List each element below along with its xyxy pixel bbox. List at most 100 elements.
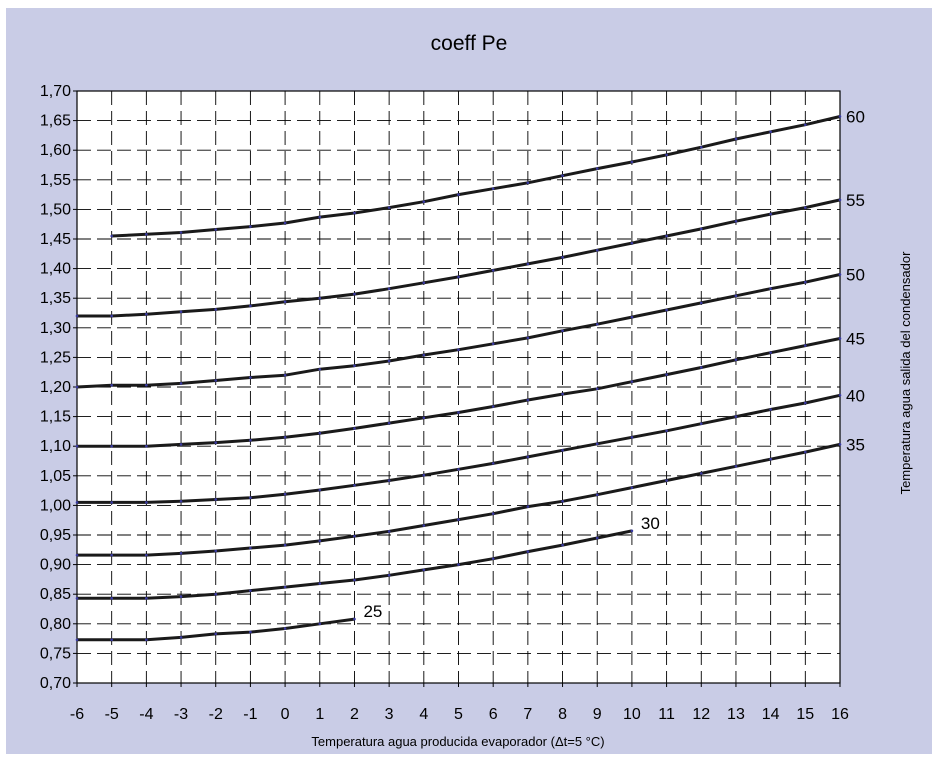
series-point-35 [145,553,148,557]
series-point-30 [283,585,287,589]
y-tick-label: 1,50 [40,201,71,218]
series-point-35 [526,505,530,508]
series-point-45 [769,351,772,354]
x-tick-label: 7 [523,706,532,723]
series-point-55 [734,219,738,223]
series-point-55 [804,206,807,209]
x-tick-label: 13 [727,706,745,723]
series-point-55 [283,300,287,304]
y-tick-label: 0,85 [40,586,71,603]
series-point-60 [630,160,634,164]
series-point-35 [734,465,738,468]
series-point-50 [526,336,530,340]
series-point-40 [561,449,564,452]
series-point-55 [387,287,391,291]
series-point-45 [75,444,79,448]
series-point-45 [353,427,356,430]
series-point-45 [214,441,218,444]
y-tick-label: 1,45 [40,231,71,248]
series-point-30 [526,550,530,553]
x-tick-label: -5 [105,706,119,723]
series-point-50 [804,280,807,284]
y-tick-label: 1,15 [40,409,71,426]
series-point-45 [804,344,807,347]
series-label-35: 35 [846,435,865,454]
series-point-35 [75,553,79,557]
series-point-45 [249,438,252,442]
series-point-45 [491,405,495,408]
series-point-40 [353,483,356,487]
series-point-30 [353,578,356,582]
series-point-40 [422,473,426,477]
series-point-30 [387,573,391,577]
x-tick-label: -2 [209,706,223,723]
x-tick-label: 15 [796,706,814,723]
series-point-50 [491,342,495,346]
series-point-50 [769,287,772,291]
series-point-55 [179,310,183,314]
x-tick-label: 12 [692,706,710,723]
x-tick-label: 14 [762,706,780,723]
series-point-60 [734,137,738,141]
x-tick-label: 3 [385,706,394,723]
series-point-35 [457,518,460,521]
series-point-55 [769,212,772,216]
series-point-50 [734,294,738,298]
series-point-45 [283,436,287,439]
plot-area: 1,70 1,65 1,60 1,55 1,50 1,45 1,40 1,35 1,30 1,25… [40,83,865,723]
series-point-40 [630,436,634,439]
series-point-30 [214,592,218,596]
series-point-60 [318,215,322,219]
x-tick-label: 4 [419,706,428,723]
series-point-60 [179,231,183,234]
series-point-55 [249,304,252,308]
series-point-55 [214,308,218,311]
series-point-30 [145,597,148,600]
series-point-45 [561,392,564,396]
series-point-60 [387,206,391,209]
series-point-45 [387,421,391,425]
chart-svg: coeff Pe 1,70 1,65 1,60 1,55 1,50 1,45 1,40 1,3… [40,32,913,749]
y-tick-label: 0,70 [40,675,71,692]
series-point-35 [283,543,287,547]
series-point-40 [838,393,842,397]
series-point-45 [145,444,148,448]
series-point-50 [283,373,287,377]
series-point-40 [526,455,530,459]
x-axis-title: Temperatura agua producida evaporador (Δ… [311,734,604,749]
series-point-25 [145,638,148,642]
series-point-30 [110,597,113,600]
series-point-45 [110,444,113,448]
series-label-40: 40 [846,386,865,405]
chart-title: coeff Pe [431,32,508,55]
series-point-50 [110,383,113,387]
y-tick-label: 1,30 [40,320,71,337]
series-point-40 [110,501,113,504]
x-tick-label: 2 [350,706,359,723]
series-point-45 [734,358,738,362]
x-tick-label: 6 [489,706,498,723]
series-point-45 [665,373,668,376]
x-tick-label: 0 [281,706,290,723]
series-point-60 [353,211,356,215]
y-tick-label: 1,35 [40,290,71,307]
series-point-50 [838,273,842,276]
y-tick-label: 0,80 [40,616,71,633]
series-point-35 [838,443,842,446]
series-label-50: 50 [846,266,865,285]
x-tick-label: -3 [174,706,188,723]
series-point-60 [561,174,564,177]
series-point-45 [838,337,842,340]
series-point-55 [491,269,495,272]
series-label-30: 30 [641,514,660,533]
x-tick-label: 8 [558,706,567,723]
x-tick-label: -1 [243,706,257,723]
series-point-55 [353,292,356,296]
series-point-35 [110,553,113,557]
series-point-30 [561,543,564,547]
y-tick-label: 1,60 [40,142,71,159]
right-axis-title: Temperatura agua salida del condensador [898,251,913,495]
series-point-35 [318,539,322,543]
series-point-50 [318,367,322,371]
series-point-25 [318,622,322,626]
